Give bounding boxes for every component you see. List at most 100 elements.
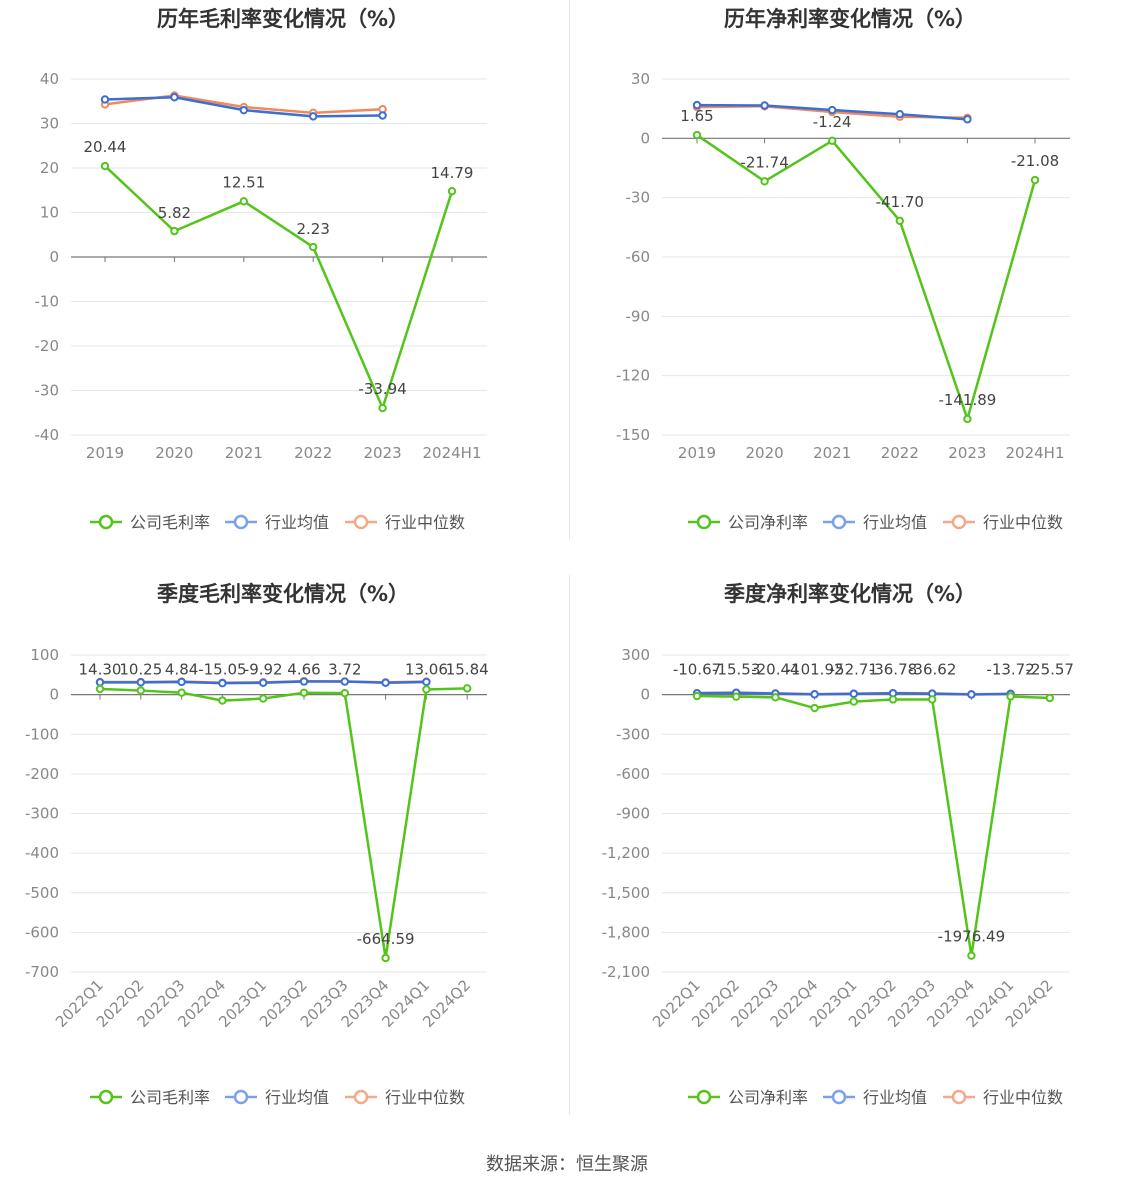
data-point-company <box>239 197 249 206</box>
data-point-avg <box>895 110 904 119</box>
y-tick-label: -20 <box>35 337 60 355</box>
chart-title: 历年净利率变化情况（%） <box>724 7 976 31</box>
data-point-company <box>963 414 972 424</box>
x-tick-label: 2020 <box>155 444 193 462</box>
data-point-company <box>828 136 837 145</box>
data-point-avg <box>299 677 309 686</box>
y-tick-label: 0 <box>640 686 650 704</box>
data-point-company <box>895 216 904 226</box>
legend-swatch-marker <box>951 514 967 530</box>
data-label: 1.65 <box>680 107 713 125</box>
y-tick-label: -500 <box>25 884 59 902</box>
legend-label: 公司毛利率 <box>130 513 210 532</box>
data-point-company <box>378 403 387 413</box>
data-point-company <box>299 688 309 697</box>
data-point-company <box>771 693 780 702</box>
data-point-avg <box>259 678 268 687</box>
data-label: 3.72 <box>328 661 361 679</box>
y-tick-label: -150 <box>616 426 650 444</box>
legend-label: 行业均值 <box>265 1088 329 1107</box>
data-point-avg <box>828 105 837 115</box>
legend-label: 公司毛利率 <box>130 1088 210 1107</box>
data-point-company <box>1045 693 1054 703</box>
data-label: 4.66 <box>287 661 320 679</box>
legend-swatch-marker <box>353 1089 369 1105</box>
data-label: -52.71 <box>830 661 878 679</box>
y-tick-label: -100 <box>25 725 59 743</box>
data-point-avg <box>177 677 186 687</box>
data-point-avg <box>849 689 858 699</box>
data-point-company <box>732 692 741 701</box>
y-tick-label: -1,200 <box>602 844 650 862</box>
chart-quarterly-net-margin: 季度净利率变化情况（%） 300 0 -300 -600 -900 -1,200 -1,500… <box>567 575 1134 1150</box>
data-point-avg <box>239 105 249 115</box>
data-point-company <box>100 161 110 171</box>
data-point-company <box>760 177 769 186</box>
data-point-avg <box>692 100 702 110</box>
data-label: 20.44 <box>84 138 127 156</box>
data-label: -13.72 <box>986 661 1034 679</box>
data-label: -1.24 <box>813 113 852 131</box>
data-point-company <box>888 695 898 704</box>
y-tick-label: -120 <box>616 367 650 385</box>
data-point-avg <box>95 678 105 687</box>
data-point-company <box>309 242 318 252</box>
legend-swatch-marker <box>98 514 114 530</box>
data-label: -664.59 <box>357 930 415 948</box>
x-tick-label: 2019 <box>86 444 124 462</box>
data-label: 2.23 <box>296 220 329 238</box>
y-tick-label: -2,100 <box>602 963 650 981</box>
vertical-divider-top <box>569 0 570 540</box>
data-point-avg <box>309 112 318 121</box>
vertical-divider-bottom <box>569 575 570 1115</box>
x-tick-label: 2021 <box>813 444 851 462</box>
y-tick-label: -30 <box>626 189 651 207</box>
legend-label: 行业均值 <box>265 513 329 532</box>
chart-title: 历年毛利率变化情况（%） <box>157 7 409 31</box>
data-point-avg <box>136 678 146 687</box>
y-tick-label: -30 <box>35 382 60 400</box>
data-label: 10.25 <box>119 661 162 679</box>
chart-quarterly-gross-margin: 季度毛利率变化情况（%） 100 0 -100 -200 -300 -400 -500 -600… <box>0 575 567 1150</box>
x-tick-label: 2023 <box>364 444 402 462</box>
chart-title: 季度毛利率变化情况（%） <box>157 582 409 606</box>
x-tick-label: 2019 <box>678 444 716 462</box>
legend-swatch-marker <box>951 1089 967 1105</box>
data-label: -1976.49 <box>938 928 1005 946</box>
y-tick-label: 30 <box>40 115 59 133</box>
data-label: -15.05 <box>198 661 246 679</box>
y-tick-label: -200 <box>25 765 59 783</box>
legend-swatch-marker <box>831 514 847 530</box>
chart-svg: 历年净利率变化情况（%） 30 0 -30 -60 -90 -120 -150 2019 2020… <box>616 7 1070 532</box>
data-point-avg <box>810 690 819 699</box>
data-label: -101.92 <box>786 661 844 679</box>
data-point-avg <box>170 93 179 102</box>
y-tick-label: 30 <box>631 70 650 88</box>
data-label: -36.62 <box>908 661 956 679</box>
chart-svg: 季度净利率变化情况（%） 300 0 -300 -600 -900 -1,200 -1,500… <box>602 582 1074 1107</box>
legend-swatch-marker <box>98 1089 114 1105</box>
y-tick-label: -400 <box>25 844 59 862</box>
data-source-note: 数据来源：恒生聚源 <box>486 1154 648 1175</box>
y-tick-label: -300 <box>616 725 650 743</box>
chart-annual-net-margin: 历年净利率变化情况（%） 30 0 -30 -60 -90 -120 -150 2019 2020… <box>567 0 1134 575</box>
data-point-company <box>967 951 976 960</box>
series-line-company <box>696 694 1050 957</box>
legend-label: 行业均值 <box>863 1088 927 1107</box>
legend-label: 行业中位数 <box>983 1088 1063 1107</box>
data-point-avg <box>760 101 769 110</box>
data-label: 5.82 <box>158 204 191 222</box>
data-point-company <box>259 694 268 703</box>
legend-swatch-marker <box>233 514 249 530</box>
legend-swatch-marker <box>353 514 369 530</box>
data-point-avg <box>381 678 390 687</box>
legend-swatch-marker <box>233 1089 249 1105</box>
series-line-company <box>104 165 454 410</box>
data-label: 15.84 <box>446 661 489 679</box>
data-point-company <box>340 688 349 698</box>
data-point-company <box>692 130 702 140</box>
y-tick-label: 0 <box>49 248 59 266</box>
data-label: -20.44 <box>751 661 799 679</box>
x-tick-label: 2022 <box>294 444 332 462</box>
data-point-company <box>692 691 702 701</box>
